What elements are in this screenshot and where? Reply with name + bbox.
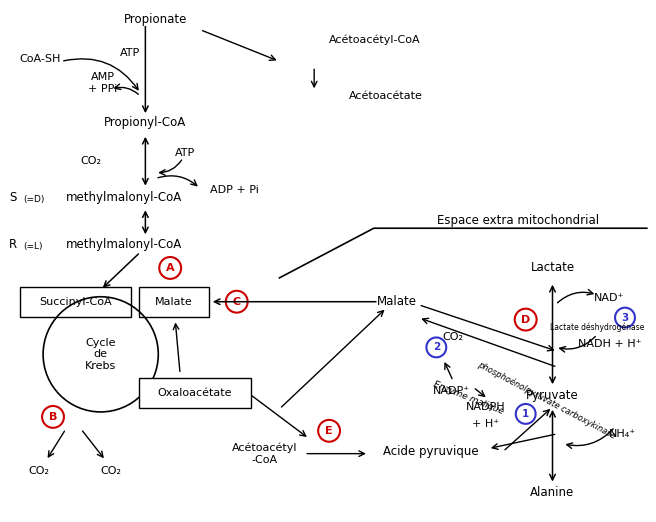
- Text: NADPH: NADPH: [466, 402, 506, 412]
- Text: Acétoacétyl
-CoA: Acétoacétyl -CoA: [232, 443, 297, 465]
- Text: Propionyl-CoA: Propionyl-CoA: [104, 116, 186, 129]
- FancyBboxPatch shape: [20, 287, 131, 317]
- Text: CO₂: CO₂: [100, 466, 121, 476]
- Text: CO₂: CO₂: [80, 156, 101, 165]
- Text: Cycle
de
Krebs: Cycle de Krebs: [85, 338, 116, 371]
- Text: ADP + Pi: ADP + Pi: [211, 185, 259, 196]
- Text: Oxaloacétate: Oxaloacétate: [158, 388, 232, 398]
- Text: R: R: [9, 238, 18, 251]
- Text: ATP: ATP: [120, 49, 140, 58]
- Text: 1: 1: [522, 409, 529, 419]
- Text: (=D): (=D): [23, 195, 45, 204]
- Text: CO₂: CO₂: [29, 466, 50, 476]
- Text: Succinyl-CoA: Succinyl-CoA: [39, 296, 112, 307]
- Text: CO₂: CO₂: [443, 333, 464, 342]
- Text: ATP: ATP: [175, 148, 195, 158]
- Text: Malate: Malate: [155, 296, 193, 307]
- FancyBboxPatch shape: [140, 287, 209, 317]
- Text: + H⁺: + H⁺: [472, 419, 499, 429]
- Text: B: B: [49, 412, 57, 422]
- Text: (=L): (=L): [23, 242, 43, 251]
- Text: Acide pyruvique: Acide pyruvique: [382, 445, 478, 458]
- Text: D: D: [521, 315, 530, 325]
- Text: Malate: Malate: [377, 295, 417, 308]
- Text: Lactate: Lactate: [531, 262, 575, 275]
- Text: 2: 2: [433, 342, 440, 352]
- Text: methylmalonyl-CoA: methylmalonyl-CoA: [66, 238, 182, 251]
- Text: phosphoénolpyruvate carboxykinase: phosphoénolpyruvate carboxykinase: [476, 360, 617, 441]
- Text: Alanine: Alanine: [531, 486, 575, 499]
- Text: methylmalonyl-CoA: methylmalonyl-CoA: [66, 191, 182, 204]
- Text: S: S: [9, 191, 16, 204]
- Text: CoA-SH: CoA-SH: [19, 54, 60, 64]
- FancyBboxPatch shape: [140, 378, 251, 408]
- Text: Espace extra mitochondrial: Espace extra mitochondrial: [437, 214, 599, 227]
- Text: NAD⁺: NAD⁺: [594, 293, 625, 303]
- Text: 3: 3: [621, 313, 628, 323]
- Text: Acétoacétyl-CoA: Acétoacétyl-CoA: [329, 34, 420, 45]
- Text: C: C: [233, 296, 241, 307]
- Text: Lactate déshydrogénase: Lactate déshydrogénase: [550, 323, 645, 333]
- Text: Enzyme malique: Enzyme malique: [432, 380, 504, 417]
- Text: E: E: [325, 426, 333, 436]
- Text: NH₄⁺: NH₄⁺: [609, 429, 636, 439]
- Text: Pyruvate: Pyruvate: [526, 388, 579, 401]
- Text: Propionate: Propionate: [123, 13, 187, 26]
- Text: NADP⁺: NADP⁺: [433, 386, 470, 396]
- Text: AMP
+ PPi: AMP + PPi: [88, 73, 117, 94]
- Text: A: A: [166, 263, 174, 273]
- Text: NADH + H⁺: NADH + H⁺: [579, 339, 642, 349]
- Text: Acétoacétate: Acétoacétate: [349, 91, 423, 101]
